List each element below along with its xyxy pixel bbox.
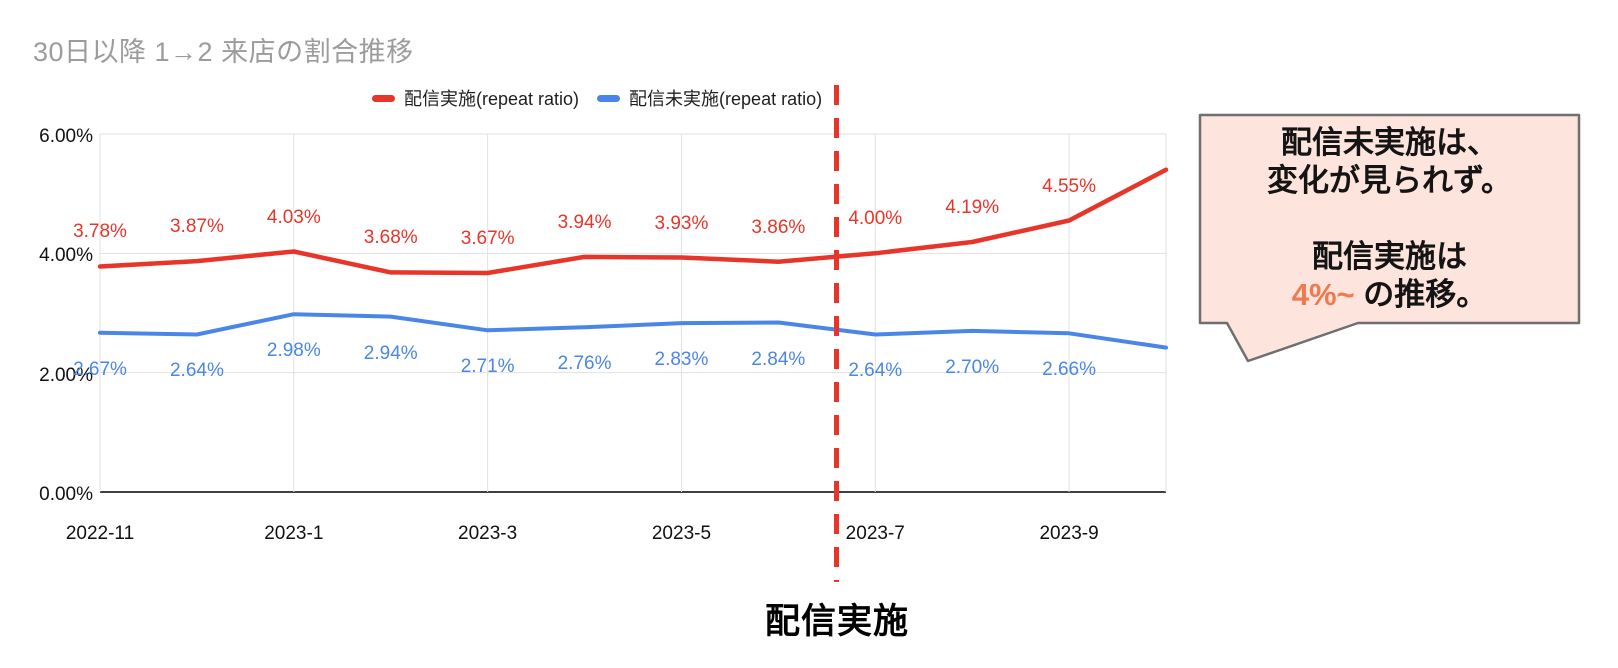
data-label: 2.76% (557, 353, 612, 375)
x-tick-label: 2023-7 (845, 523, 905, 544)
callout-spacer (1200, 200, 1579, 238)
x-tick-label: 2023-1 (264, 523, 324, 544)
data-label: 4.19% (945, 196, 1000, 218)
callout-line: 配信実施は (1312, 239, 1467, 274)
callout-bubble-shape (1198, 113, 1581, 363)
data-label: 4.55% (1042, 175, 1097, 197)
data-label: 2.70% (945, 356, 1000, 378)
y-tick-label: 6.00% (39, 126, 93, 147)
data-label: 2.98% (266, 340, 321, 362)
callout-line: 4%~ の推移。 (1200, 276, 1579, 314)
legend-item-not-delivered: 配信未実施(repeat ratio) (597, 85, 822, 111)
x-tick-label: 2022-11 (65, 523, 135, 544)
callout-highlight: 4%~ (1291, 277, 1355, 312)
y-tick-label: 2.00% (39, 364, 93, 386)
data-label: 2.94% (363, 342, 418, 364)
y-tick-label: 4.00% (39, 245, 93, 267)
data-label: 3.86% (751, 216, 806, 238)
data-label: 3.68% (363, 227, 418, 249)
legend-swatch-delivered (372, 94, 395, 102)
data-label: 4.00% (848, 208, 903, 230)
data-label: 3.87% (169, 216, 224, 238)
callout-line: 変化が見られず。 (1267, 163, 1512, 198)
data-label: 3.67% (460, 228, 515, 250)
callout-bubble: 配信未実施は、 変化が見られず。 配信実施は 4%~ の推移。 (1200, 124, 1579, 314)
x-tick-label: 2023-9 (1039, 523, 1099, 544)
data-label: 2.66% (1042, 359, 1097, 381)
data-label: 3.93% (654, 212, 709, 234)
legend-swatch-not-delivered (597, 94, 621, 102)
legend: 配信実施(repeat ratio) 配信未実施(repeat ratio) (372, 85, 822, 111)
y-tick-label: 0.00% (39, 484, 93, 505)
legend-item-delivered: 配信実施(repeat ratio) (372, 85, 579, 111)
data-label: 2.71% (460, 356, 515, 378)
callout-line: 配信未実施は、 (1281, 125, 1498, 160)
data-label: 3.94% (557, 211, 612, 233)
data-label: 2.64% (169, 360, 224, 382)
data-label: 2.67% (73, 358, 127, 380)
data-label: 4.03% (266, 206, 321, 228)
legend-label-delivered: 配信実施(repeat ratio) (404, 89, 580, 109)
data-label: 2.84% (751, 348, 806, 370)
legend-label-not-delivered: 配信未実施(repeat ratio) (629, 89, 823, 109)
chart-title: 30日以降 1→2 来店の割合推移 (33, 37, 414, 67)
callout-line-rest: の推移。 (1354, 277, 1488, 312)
vline-label: 配信実施 (764, 602, 910, 641)
x-tick-label: 2023-3 (458, 523, 518, 544)
x-tick-label: 2023-5 (651, 523, 712, 544)
data-label: 2.64% (848, 360, 903, 382)
data-label: 2.83% (654, 349, 709, 371)
data-label: 3.78% (73, 221, 127, 243)
